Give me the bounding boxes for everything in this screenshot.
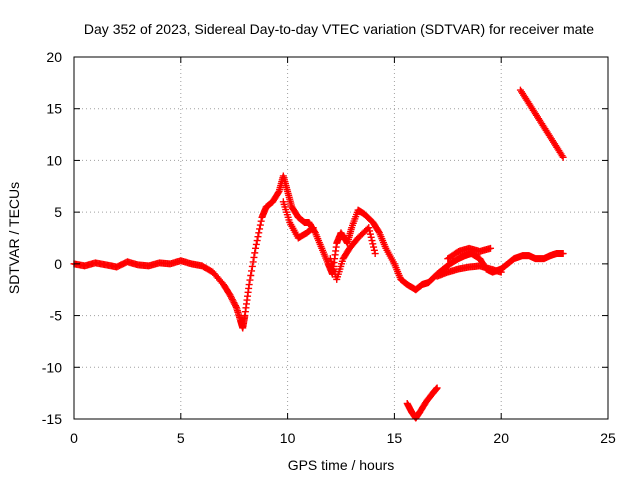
data-point-interp bbox=[375, 228, 383, 236]
y-tick-label: 5 bbox=[54, 204, 62, 220]
data-point-interp bbox=[274, 189, 282, 197]
x-axis-label: GPS time / hours bbox=[288, 457, 395, 473]
series-dip-branch bbox=[326, 224, 379, 283]
data-point-interp bbox=[254, 233, 262, 241]
data-point bbox=[433, 384, 441, 392]
x-tick-label: 25 bbox=[600, 430, 616, 446]
data-point-interp bbox=[370, 246, 378, 254]
y-tick-label: 10 bbox=[46, 152, 62, 168]
data-point bbox=[497, 268, 505, 276]
data-point-interp bbox=[232, 302, 240, 310]
data-point-interp bbox=[369, 240, 377, 248]
data-point-interp bbox=[252, 240, 260, 248]
data-point-interp bbox=[248, 267, 256, 275]
data-point bbox=[252, 244, 260, 252]
x-tick-label: 5 bbox=[177, 430, 185, 446]
series-main bbox=[70, 172, 567, 332]
y-tick-label: 15 bbox=[46, 101, 62, 117]
y-axis-label: SDTVAR / TECUs bbox=[6, 182, 22, 294]
y-tick-label: 0 bbox=[54, 256, 62, 272]
data-point-interp bbox=[248, 262, 256, 270]
data-point bbox=[559, 250, 567, 258]
data-point-interp bbox=[228, 294, 236, 302]
series-upper-band bbox=[444, 244, 495, 263]
series-lower-branch bbox=[279, 198, 317, 242]
data-point-interp bbox=[367, 233, 375, 241]
axis-ticks: 0 5 10 15 20 25 -15 -10 -5 0 5 10 15 20 bbox=[42, 49, 616, 446]
data-point-interp bbox=[247, 271, 255, 279]
x-tick-label: 10 bbox=[280, 430, 296, 446]
series-lower-band bbox=[433, 262, 505, 280]
x-tick-label: 0 bbox=[70, 430, 78, 446]
y-tick-label: -5 bbox=[50, 308, 63, 324]
y-tick-label: -15 bbox=[42, 411, 62, 427]
data-point-interp bbox=[370, 243, 378, 251]
data-point-interp bbox=[229, 297, 237, 305]
x-tick-label: 15 bbox=[387, 430, 403, 446]
data-point-interp bbox=[255, 229, 263, 237]
data-point-interp bbox=[256, 221, 264, 229]
data-point-interp bbox=[250, 253, 258, 261]
series-low-segment bbox=[403, 384, 441, 422]
chart-title: Day 352 of 2023, Sidereal Day-to-day VTE… bbox=[84, 21, 594, 37]
data-point-interp bbox=[227, 292, 235, 300]
data-point-interp bbox=[253, 237, 261, 245]
data-point-interp bbox=[249, 258, 257, 266]
y-tick-label: -10 bbox=[42, 359, 62, 375]
data-point bbox=[245, 281, 253, 289]
data-point-interp bbox=[231, 300, 239, 308]
series-high-segment bbox=[516, 86, 567, 161]
x-tick-label: 20 bbox=[493, 430, 509, 446]
data-point bbox=[309, 224, 317, 232]
y-tick-label: 20 bbox=[46, 49, 62, 65]
data-point bbox=[487, 244, 495, 252]
data-point-interp bbox=[256, 225, 264, 233]
data-point-interp bbox=[366, 230, 374, 238]
data-point bbox=[226, 291, 234, 299]
data-point-interp bbox=[251, 249, 259, 257]
data-points bbox=[70, 86, 567, 422]
data-point-interp bbox=[246, 276, 254, 284]
plot-frame bbox=[73, 56, 609, 420]
data-point-interp bbox=[228, 296, 236, 304]
data-point-interp bbox=[230, 299, 238, 307]
data-point bbox=[365, 224, 373, 232]
data-point bbox=[559, 153, 567, 161]
data-point bbox=[371, 250, 379, 258]
data-point-interp bbox=[368, 237, 376, 245]
data-point-interp bbox=[366, 227, 374, 235]
data-point-interp bbox=[257, 217, 265, 225]
